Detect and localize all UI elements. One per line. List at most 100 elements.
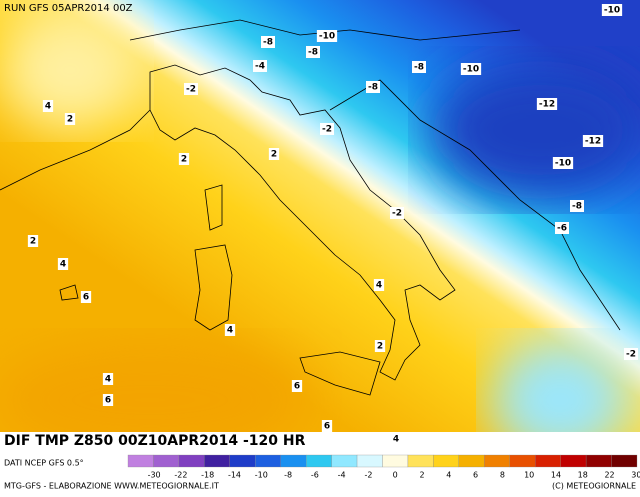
label-box xyxy=(102,373,114,385)
contour-label: -4 xyxy=(253,60,267,72)
contour-value: -10 xyxy=(319,32,335,42)
map-title: DIF TMP Z850 00Z10APR2014 -120 HR xyxy=(4,433,306,449)
contour-value: -2 xyxy=(322,125,332,135)
legend-tick: -6 xyxy=(311,471,319,480)
contour-value: -2 xyxy=(392,209,402,219)
contour-label: 2 xyxy=(27,235,39,247)
contour-value: 2 xyxy=(30,237,36,247)
legend-tick: 0 xyxy=(393,471,398,480)
contour-value: 6 xyxy=(105,396,111,406)
contour-value: -2 xyxy=(186,85,196,95)
legend-swatch xyxy=(204,454,230,468)
contour-value: -12 xyxy=(585,137,601,147)
contour-value: 4 xyxy=(60,260,66,270)
coastline xyxy=(0,19,621,396)
legend-swatch xyxy=(331,454,358,468)
run-header: RUN GFS 05APR2014 00Z xyxy=(4,3,133,14)
contour-label: 4 xyxy=(390,433,402,445)
color-legend: -30 -22 -18 -14 -10 -8 -6 -4 -2 0 2 4 6 8 10 14 18 22 30 xyxy=(127,454,640,480)
contour-value: -2 xyxy=(626,350,636,360)
legend-swatch xyxy=(611,454,638,468)
contour-label: -8 xyxy=(412,61,426,73)
label-box xyxy=(582,135,604,147)
legend-swatch xyxy=(356,454,383,468)
credits: MTG-GFS - ELABORAZIONE WWW.METEOGIORNALE… xyxy=(4,482,219,491)
legend-tick: 8 xyxy=(500,471,505,480)
label-box xyxy=(57,258,69,270)
legend-tick: 2 xyxy=(419,471,424,480)
contour-value: 6 xyxy=(294,382,300,392)
label-box xyxy=(42,100,54,112)
legend-swatch xyxy=(585,454,612,468)
contour-label: -8 xyxy=(306,46,320,58)
legend-tick: 18 xyxy=(578,471,588,480)
label-box xyxy=(390,433,402,445)
data-source: DATI NCEP GFS 0.5° xyxy=(4,459,84,468)
contour-label: 2 xyxy=(178,153,190,165)
contour-label: 4 xyxy=(42,100,54,112)
label-box xyxy=(320,123,334,135)
copyright: (C) METEOGIORNALE xyxy=(552,482,636,491)
label-box xyxy=(306,46,320,58)
legend-tick: -4 xyxy=(338,471,346,480)
contour-value: -8 xyxy=(263,38,273,48)
legend-tick: -10 xyxy=(255,471,268,480)
legend-swatch xyxy=(484,454,510,468)
label-box xyxy=(64,113,76,125)
legend-tick: 6 xyxy=(473,471,478,480)
label-box xyxy=(601,4,623,16)
label-box xyxy=(570,200,584,212)
legend-swatch xyxy=(560,454,587,468)
legend-tick: -22 xyxy=(174,471,187,480)
label-box xyxy=(460,63,482,75)
legend-swatch xyxy=(433,454,459,468)
label-box xyxy=(224,324,236,336)
contour-value: 2 xyxy=(271,150,277,160)
contour-value: 4 xyxy=(376,281,382,291)
label-box xyxy=(552,157,574,169)
contour-value: 2 xyxy=(181,155,187,165)
legend-swatch xyxy=(458,454,485,468)
contour-value: 6 xyxy=(324,422,330,432)
label-box xyxy=(366,81,380,93)
legend-swatch xyxy=(382,454,409,468)
contour-value: -4 xyxy=(255,62,265,72)
label-box xyxy=(253,60,267,72)
legend-swatch xyxy=(255,454,281,468)
contour-label: 4 xyxy=(224,324,236,336)
legend-tick: -18 xyxy=(201,471,214,480)
legend-tick: -8 xyxy=(284,471,292,480)
contour-label: -12 xyxy=(582,135,604,147)
field xyxy=(0,0,640,432)
legend-swatch xyxy=(127,454,154,468)
contour-label: 2 xyxy=(374,340,386,352)
contour-label: -6 xyxy=(555,222,569,234)
contour-label: -10 xyxy=(316,30,338,42)
contour-value: -8 xyxy=(308,48,318,58)
label-box xyxy=(316,30,338,42)
contour-label: -2 xyxy=(624,348,638,360)
contour-value: 4 xyxy=(393,435,399,445)
legend-tick: -14 xyxy=(228,471,241,480)
contour-label: -8 xyxy=(570,200,584,212)
contour-label: -2 xyxy=(320,123,334,135)
contour-value: -8 xyxy=(368,83,378,93)
contour-label: 2 xyxy=(268,148,280,160)
label-box xyxy=(178,153,190,165)
contour-value: 2 xyxy=(67,115,73,125)
legend-tick: 30 xyxy=(631,471,640,480)
legend-tick: -30 xyxy=(148,471,161,480)
contour-value: 4 xyxy=(227,326,233,336)
contour-label: -2 xyxy=(390,207,404,219)
contour-label: -8 xyxy=(366,81,380,93)
contour-label: -2 xyxy=(184,83,198,95)
label-box xyxy=(268,148,280,160)
label-box xyxy=(555,222,569,234)
contour-value: -10 xyxy=(463,65,479,75)
legend-tick: 4 xyxy=(446,471,451,480)
label-box xyxy=(624,348,638,360)
legend-tick: 10 xyxy=(524,471,534,480)
